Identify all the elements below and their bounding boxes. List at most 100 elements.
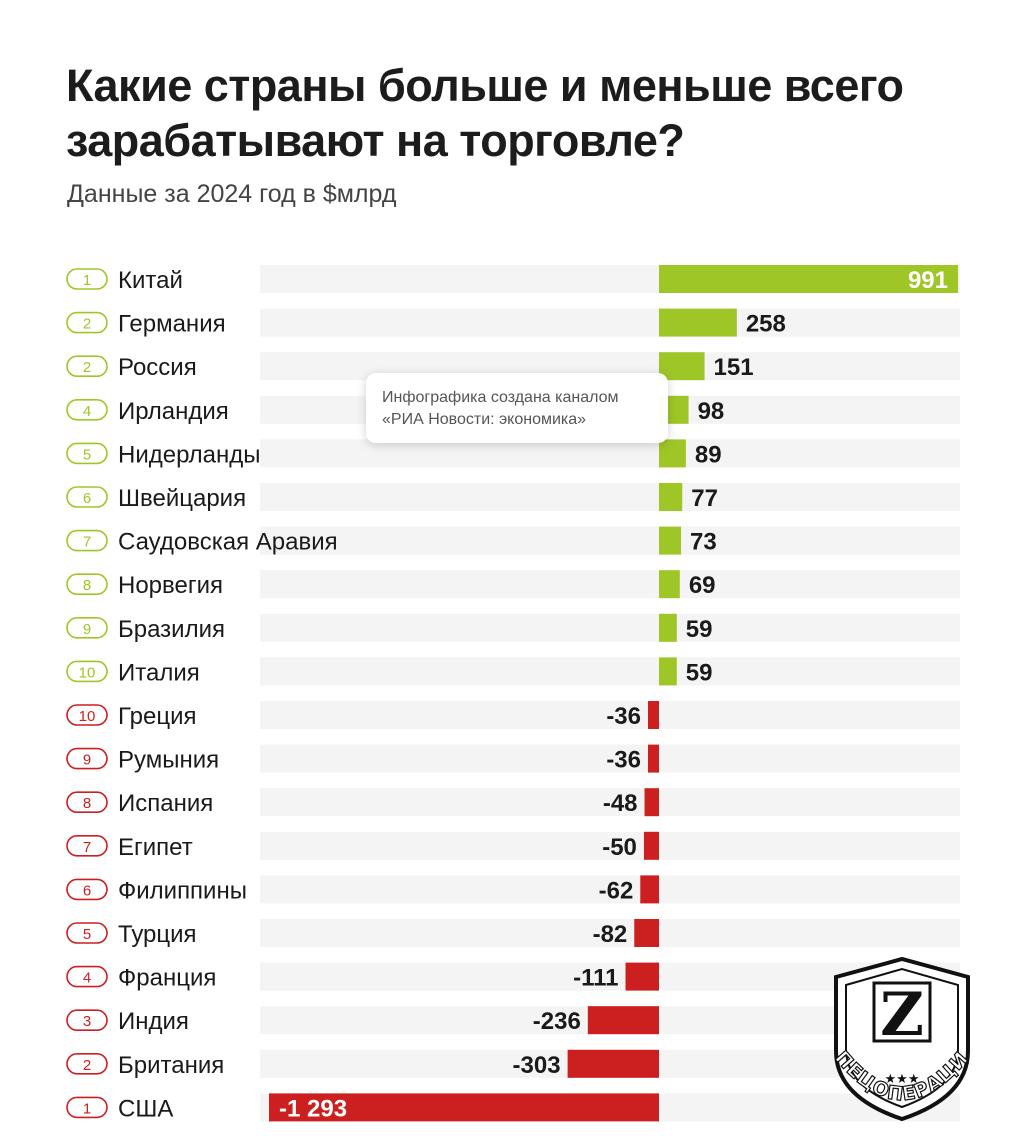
- rank-label: 6: [83, 882, 91, 899]
- bar: [648, 744, 659, 773]
- rank-label: 7: [83, 839, 91, 856]
- row-band: [260, 613, 960, 642]
- country-label: Франция: [118, 965, 216, 992]
- value-label: 59: [686, 659, 713, 686]
- value-label: -36: [606, 703, 641, 730]
- rank-label: 4: [83, 970, 91, 987]
- rank-pill: [66, 1053, 108, 1075]
- country-label: Турция: [118, 921, 197, 948]
- value-label: -50: [602, 834, 637, 861]
- rank-pill: [66, 616, 108, 639]
- rank-pill: [66, 1009, 108, 1032]
- country-label: Италия: [118, 659, 200, 686]
- bar: [659, 526, 682, 555]
- rank-pill: [66, 268, 108, 290]
- chart-subtitle: Данные за 2024 год в $млрд: [67, 180, 397, 208]
- rank-label: 10: [79, 664, 96, 681]
- bar: [659, 265, 958, 293]
- value-label: 59: [686, 616, 713, 643]
- value-label: 77: [691, 485, 718, 512]
- rank-label: 3: [83, 1013, 91, 1030]
- bar: [625, 962, 659, 991]
- value-label: 73: [690, 529, 717, 556]
- country-label: Нидерланды: [118, 441, 260, 468]
- rank-pill: [66, 834, 108, 857]
- rank-pill: [66, 442, 108, 465]
- rank-pill: [66, 704, 108, 726]
- rank-pill: [66, 529, 108, 552]
- bar: [587, 1006, 659, 1035]
- rank-pill: [66, 311, 108, 334]
- value-label: -82: [593, 921, 628, 948]
- value-label: -62: [599, 877, 634, 904]
- rank-pill: [66, 791, 108, 814]
- value-label: 89: [695, 441, 722, 468]
- country-label: Россия: [118, 354, 197, 381]
- rank-label: 4: [83, 403, 91, 420]
- bar: [659, 439, 686, 468]
- country-label: Испания: [118, 790, 213, 817]
- bar: [659, 657, 677, 686]
- row-band: [260, 919, 960, 947]
- rank-label: 5: [83, 926, 91, 943]
- country-label: Бразилия: [118, 616, 225, 643]
- row-band: [260, 875, 960, 904]
- rank-pill: [66, 355, 108, 378]
- row-band: [260, 831, 960, 860]
- emblem-logo: Z СПЕЦОПЕРАЦИЯ ★★★: [822, 955, 973, 1122]
- value-label: -1 293: [279, 1095, 347, 1122]
- bar: [269, 1093, 659, 1122]
- row-band: [260, 439, 960, 468]
- bar: [659, 352, 705, 381]
- row-band: [260, 483, 960, 511]
- rank-label: 1: [83, 272, 91, 289]
- bar: [659, 483, 683, 511]
- source-note-line1: Инфографика создана каналом: [382, 389, 619, 406]
- country-label: Египет: [118, 834, 193, 861]
- rank-label: 2: [83, 316, 91, 333]
- value-label: 98: [698, 398, 725, 425]
- country-label: Индия: [118, 1008, 189, 1035]
- rank-pill: [66, 965, 108, 988]
- bar: [659, 308, 737, 337]
- rank-pill: [66, 660, 108, 683]
- value-label: -236: [533, 1008, 581, 1035]
- value-label: -303: [513, 1052, 561, 1079]
- country-label: Филиппины: [118, 877, 247, 904]
- rank-pill: [66, 573, 108, 596]
- bar: [659, 613, 677, 642]
- row-band: [260, 526, 960, 555]
- row-band: [260, 744, 960, 773]
- value-label: -36: [606, 747, 641, 774]
- emblem-letter: Z: [880, 980, 924, 1050]
- country-label: Германия: [118, 311, 226, 338]
- value-label: 151: [714, 354, 754, 381]
- rank-pill: [66, 398, 108, 421]
- rank-pill: [66, 1096, 108, 1119]
- country-label: Швейцария: [118, 485, 246, 512]
- country-label: Британия: [118, 1052, 224, 1079]
- country-label: Греция: [118, 703, 197, 730]
- rank-label: 8: [83, 795, 91, 812]
- chart-title: Какие страны больше и меньше всего зараб…: [66, 60, 904, 166]
- rank-label: 9: [83, 621, 91, 638]
- rank-label: 2: [83, 359, 91, 376]
- bar: [659, 570, 680, 599]
- row-band: [260, 788, 960, 817]
- country-label: Ирландия: [118, 398, 229, 425]
- rank-pill: [66, 486, 108, 508]
- svg-text:★★★: ★★★: [885, 1071, 920, 1086]
- source-note: Инфографика создана каналом «РИА Новости…: [366, 373, 668, 443]
- bar: [648, 701, 659, 729]
- row-band: [260, 701, 960, 729]
- value-label: 69: [689, 572, 716, 599]
- country-label: Китай: [118, 267, 183, 294]
- rank-pill: [66, 878, 108, 901]
- bar: [643, 831, 659, 860]
- bar: [567, 1049, 659, 1078]
- bar: [634, 919, 659, 947]
- rank-pill: [66, 922, 108, 944]
- value-label: -48: [603, 790, 638, 817]
- rank-label: 1: [83, 1100, 91, 1117]
